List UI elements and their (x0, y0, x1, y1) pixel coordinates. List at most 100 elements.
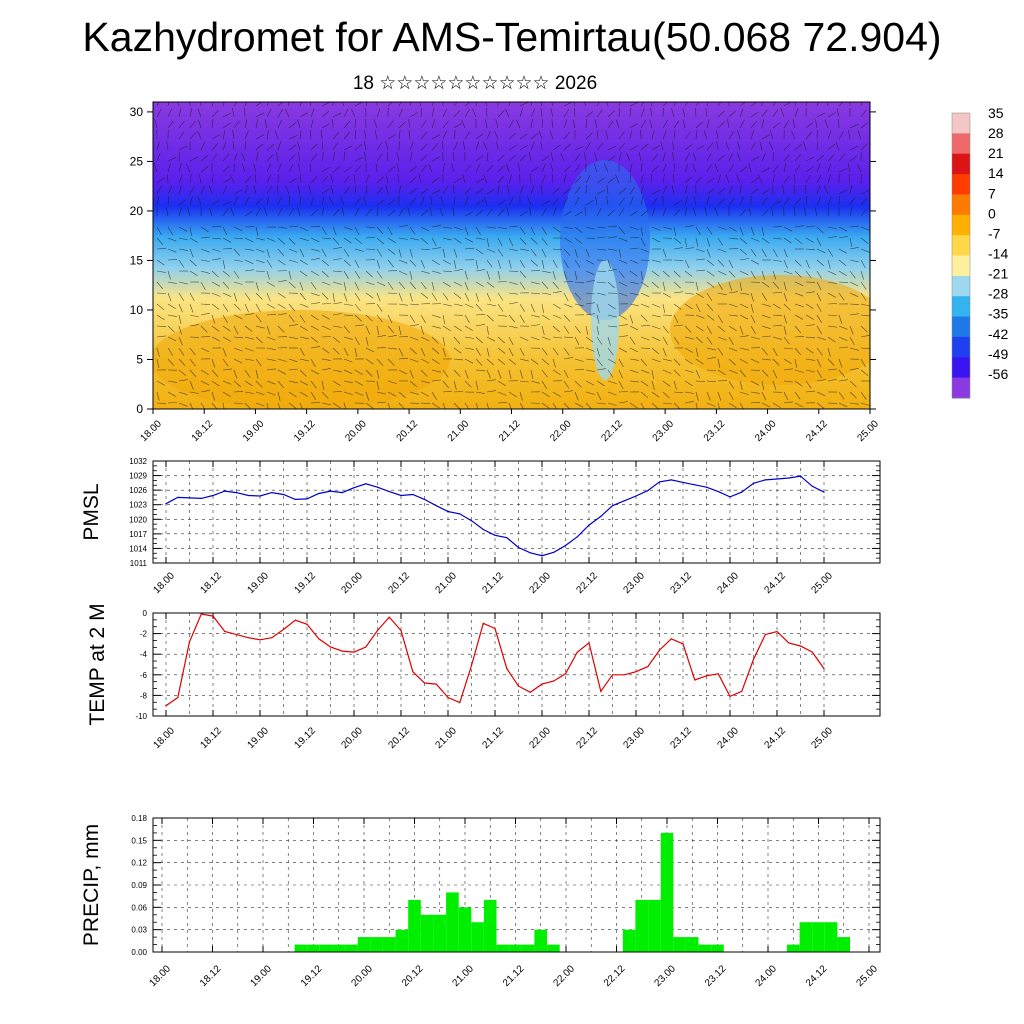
wind-barb (376, 142, 383, 151)
wind-barb (838, 236, 848, 239)
wind-barb (750, 292, 754, 302)
wind-barb (376, 281, 386, 287)
wind-barb (530, 380, 540, 384)
wind-barb (343, 402, 347, 409)
wind-barb (783, 197, 790, 206)
wind-barb (230, 174, 235, 184)
wind-barb (563, 109, 570, 118)
wind-barb (431, 108, 435, 118)
wind-barb (310, 391, 316, 400)
wind-barb (805, 195, 807, 206)
wind-barb (288, 225, 299, 228)
wind-barb (211, 358, 216, 368)
wind-barb (442, 303, 452, 307)
wind-barb (816, 379, 826, 382)
wind-barb (398, 391, 406, 399)
wind-barb (640, 248, 650, 253)
wind-barb (783, 175, 790, 184)
wind-barb (563, 347, 570, 356)
wind-barb (640, 163, 643, 173)
wind-barb (629, 107, 632, 118)
wind-barb (695, 107, 697, 118)
wind-barb (288, 122, 297, 129)
pmsl-point (341, 492, 343, 494)
wind-barb (189, 108, 193, 118)
wind-barb (321, 226, 327, 236)
pmsl-point (282, 493, 285, 496)
wind-barb (794, 259, 802, 267)
wind-barb (167, 336, 177, 342)
wind-barb (585, 184, 587, 195)
wind-barb (486, 369, 491, 379)
wind-barb (706, 325, 712, 334)
wind-barb (332, 270, 343, 273)
wind-barb (178, 292, 184, 301)
wind-barb (420, 281, 427, 290)
wind-barb (376, 401, 386, 404)
wind-barb (431, 314, 441, 318)
wind-barb (387, 402, 391, 409)
wind-barb (596, 292, 606, 296)
wind-barb (343, 347, 349, 357)
wind-barb (552, 207, 557, 217)
colorbar-label: -49 (988, 346, 1008, 362)
temp-point (658, 649, 661, 651)
wind-barb (750, 188, 759, 195)
wind-barb (420, 402, 431, 404)
wind-barb (244, 259, 254, 264)
wind-barb (365, 281, 375, 286)
temp-point (564, 673, 567, 675)
wind-barb (200, 325, 208, 333)
wind-barb (706, 248, 711, 258)
wind-barb (156, 358, 160, 368)
wind-barb (748, 207, 752, 217)
temp-point (200, 613, 202, 615)
wind-barb (783, 314, 787, 324)
wind-barb (299, 226, 309, 232)
wind-barb (387, 292, 398, 294)
wind-barb (365, 226, 376, 228)
wind-barb (563, 119, 568, 129)
wind-barb (420, 154, 428, 162)
wind-barb (486, 325, 489, 335)
wind-barb (508, 391, 517, 398)
x-tick-label: 18.12 (190, 418, 216, 444)
wind-barb (277, 325, 285, 333)
wind-barb (309, 102, 312, 107)
wind-barb (464, 270, 468, 280)
wind-barb (156, 177, 165, 184)
wind-barb (805, 225, 815, 228)
wind-barb (255, 369, 259, 379)
wind-barb (706, 259, 715, 266)
pmsl-point (517, 546, 520, 549)
y-tick-label: 1026 (129, 486, 147, 495)
wind-barb (233, 259, 243, 262)
wind-barb (431, 336, 439, 344)
wind-barb (772, 281, 780, 289)
wind-barb (860, 391, 867, 400)
wind-barb (783, 380, 793, 383)
wind-barb (629, 336, 636, 345)
wind-barb (737, 141, 741, 151)
wind-barb (365, 325, 370, 335)
wind-barb (321, 402, 331, 406)
wind-barb (475, 324, 485, 327)
wind-barb (596, 270, 607, 273)
x-tick-label: 23.00 (621, 570, 647, 596)
x-tick-label: 24.12 (804, 418, 830, 444)
wind-barb (761, 335, 771, 338)
wind-barb (505, 163, 510, 173)
wind-barb (343, 131, 350, 140)
wind-barb (563, 281, 574, 283)
wind-barb (682, 119, 686, 129)
wind-barb (431, 402, 440, 409)
wind-barb (519, 248, 529, 251)
wind-barb (297, 119, 301, 129)
x-tick-label: 22.12 (602, 963, 628, 989)
wind-barb (508, 259, 512, 269)
wind-barb (321, 237, 332, 239)
wind-barb (486, 188, 495, 195)
wind-barb (618, 292, 628, 297)
precip-bar (332, 944, 345, 952)
